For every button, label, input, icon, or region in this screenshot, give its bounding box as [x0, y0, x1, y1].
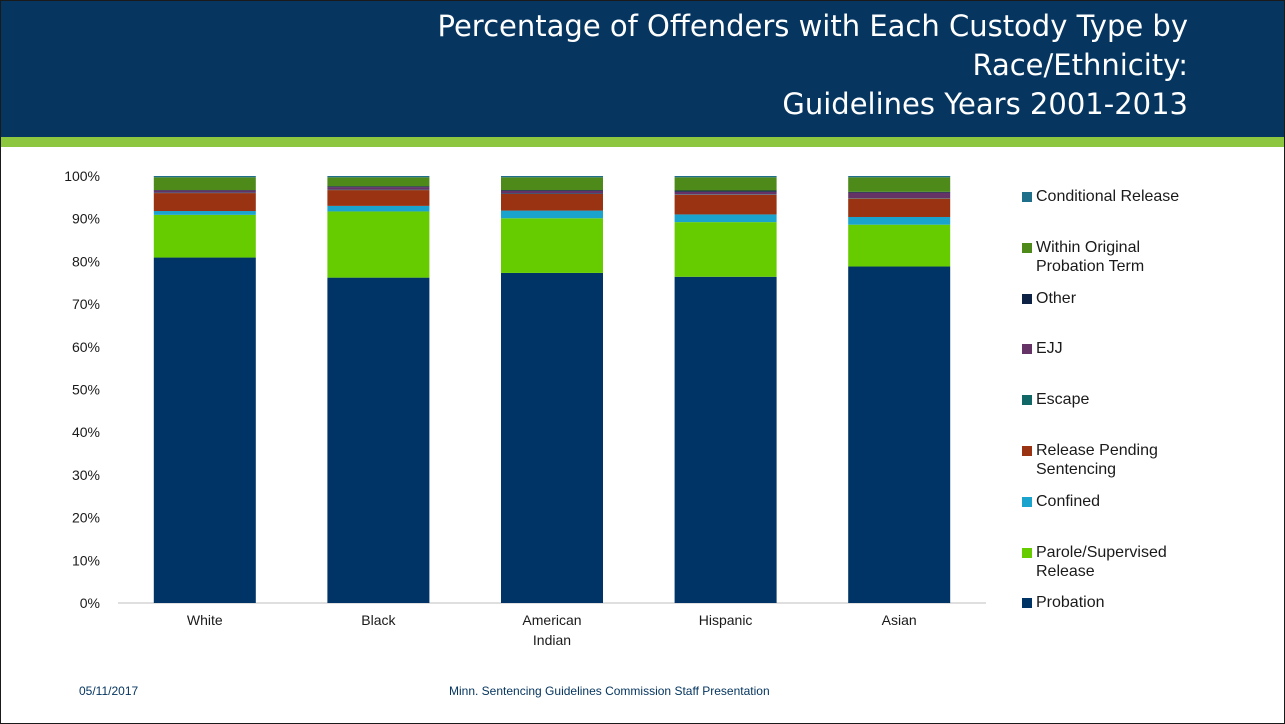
title-line-3: Guidelines Years 2001-2013	[782, 87, 1188, 121]
legend-swatch	[1022, 242, 1032, 253]
bar-segment	[153, 214, 256, 258]
bar-segment	[848, 191, 951, 193]
bar-segment	[327, 211, 430, 278]
bar-segment	[153, 193, 256, 212]
legend-swatch	[1022, 192, 1032, 202]
bar-segment	[327, 277, 430, 603]
bar-segment	[327, 205, 430, 212]
legend-label: Within Original Probation Term	[1036, 238, 1145, 275]
bar-segment	[327, 177, 430, 187]
title-line-2: Race/Ethnicity:	[972, 48, 1188, 82]
legend-label: Escape	[1036, 391, 1090, 409]
title-banner: Percentage of Offenders with Each Custod…	[1, 1, 1284, 137]
slide-title: Percentage of Offenders with Each Custod…	[188, 7, 1188, 124]
legend-swatch	[1022, 395, 1032, 406]
y-tick-label: 100%	[64, 168, 100, 184]
legend-swatch	[1022, 598, 1032, 609]
x-tick-label: Hispanic	[699, 612, 753, 628]
bar-segment	[327, 190, 430, 206]
bar-segment	[674, 194, 777, 215]
legend-swatch	[1022, 446, 1032, 456]
title-line-1: Percentage of Offenders with Each Custod…	[437, 9, 1188, 43]
legend-label: Other	[1036, 289, 1077, 307]
x-tick-label: Black	[361, 612, 396, 628]
y-tick-label: 20%	[72, 510, 100, 526]
x-tick-label: Asian	[882, 612, 917, 628]
footer-date: 05/11/2017	[79, 684, 139, 698]
bar-segment	[674, 214, 777, 223]
legend-label: Release Pending Sentencing	[1036, 442, 1158, 478]
y-tick-label: 60%	[72, 339, 100, 355]
legend-label: Probation	[1036, 594, 1105, 612]
legend-swatch	[1022, 293, 1032, 304]
bar-segment	[153, 177, 256, 191]
bar-segment	[153, 211, 256, 215]
legend-label: EJJ	[1036, 340, 1063, 358]
bar-segment	[674, 177, 777, 191]
bar-segment	[848, 224, 951, 267]
bar-segment	[848, 176, 951, 178]
bar-segment	[674, 222, 777, 277]
legend-label: Parole/Supervised Release	[1036, 543, 1167, 580]
bar-segment	[501, 272, 603, 603]
bar-segment	[501, 176, 603, 178]
y-tick-label: 70%	[72, 296, 100, 312]
bar-segment	[674, 176, 777, 178]
bar-segment	[501, 177, 603, 191]
legend-swatch	[1022, 547, 1032, 558]
footer-text: Minn. Sentencing Guidelines Commission S…	[449, 684, 770, 698]
bar-segment	[501, 218, 603, 273]
x-tick-label: American Indian	[522, 612, 581, 648]
bar-segment	[327, 187, 430, 190]
bar-segment	[327, 186, 430, 188]
bar-segment	[848, 177, 951, 192]
bar-segment	[674, 190, 777, 192]
legend-swatch	[1022, 496, 1032, 507]
accent-bar	[1, 137, 1284, 147]
bar-segment	[848, 216, 951, 225]
y-tick-label: 50%	[72, 382, 100, 398]
bar-segment	[501, 190, 603, 194]
legend-label: Confined	[1036, 492, 1101, 510]
y-tick-label: 30%	[72, 467, 100, 483]
bar-segment	[501, 193, 603, 211]
bar-segment	[501, 210, 603, 219]
y-tick-label: 0%	[80, 595, 100, 611]
legend-swatch	[1022, 344, 1032, 355]
bar-segment	[848, 198, 951, 217]
bar-segment	[327, 176, 430, 178]
legend-label: Conditional Release	[1036, 188, 1180, 205]
y-tick-label: 90%	[72, 211, 100, 227]
bar-segment	[848, 266, 951, 603]
bar-segment	[674, 191, 777, 195]
bar-segment	[153, 190, 256, 193]
y-tick-label: 10%	[72, 552, 100, 568]
bar-segment	[501, 190, 603, 191]
bar-segment	[848, 192, 951, 199]
x-tick-label: White	[187, 612, 223, 628]
y-tick-label: 80%	[72, 253, 100, 269]
bar-segment	[674, 276, 777, 603]
bar-segment	[153, 257, 256, 603]
bar-segment	[153, 176, 256, 178]
y-tick-label: 40%	[72, 424, 100, 440]
chart-legend: Conditional Release Within Original Probat…	[1022, 187, 1272, 617]
